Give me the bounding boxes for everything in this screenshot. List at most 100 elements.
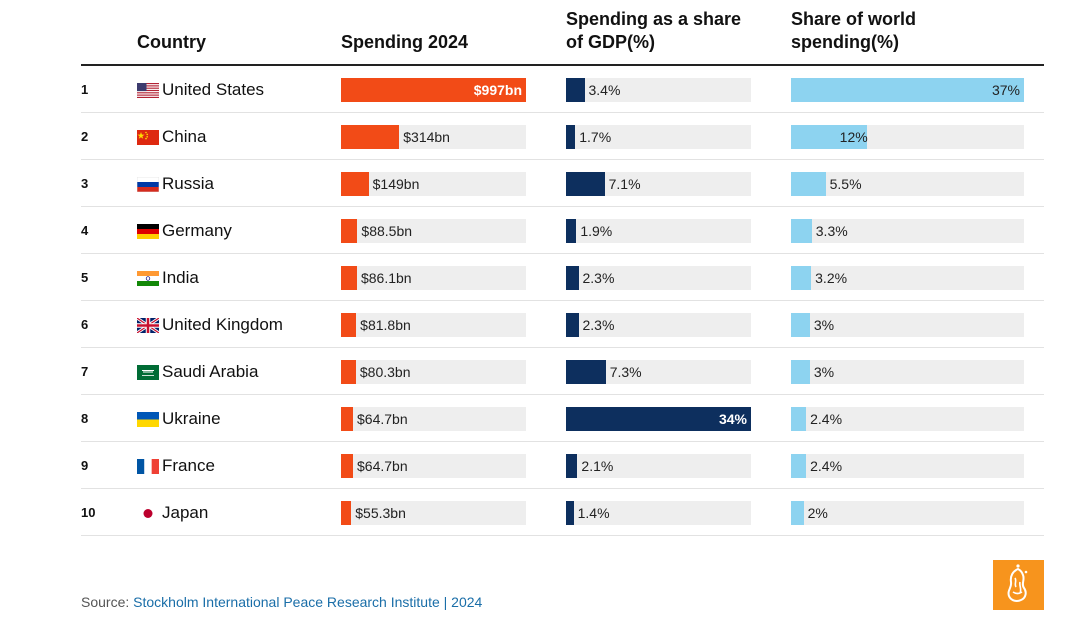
us-flag-icon	[137, 83, 159, 98]
row-divider	[81, 206, 1044, 207]
gdp-share-track: 7.3%	[566, 360, 751, 384]
spending-value-label: $86.1bn	[360, 270, 412, 286]
world-share-bar	[791, 454, 807, 478]
spending-track: $81.8bn	[341, 313, 526, 337]
row-divider	[81, 159, 1044, 160]
spending-value-label: $314bn	[403, 129, 450, 145]
header-world-line1: Share of world	[791, 9, 917, 29]
world-share-bar	[791, 266, 812, 290]
gdp-share-track: 3.4%	[566, 78, 751, 102]
world-share-value-label: 2.4%	[810, 411, 843, 427]
table-row: 9 France $64.7bn 2.1% 2.4%	[81, 442, 1044, 489]
gb-flag-icon	[136, 316, 160, 335]
spending-track: $86.1bn	[341, 266, 526, 290]
rank-label: 10	[81, 505, 96, 520]
fr-flag-icon	[137, 459, 159, 474]
world-share-track: 37%	[791, 78, 1024, 102]
spending-bar	[341, 313, 357, 337]
country-name: Ukraine	[162, 409, 221, 428]
header-gdp-line1: Spending as a share	[566, 9, 742, 29]
spending-bar	[341, 360, 356, 384]
world-share-bar	[791, 313, 810, 337]
gdp-share-bar	[566, 501, 574, 525]
gdp-share-track: 7.1%	[566, 172, 751, 196]
row-divider	[81, 441, 1044, 442]
row-divider	[81, 112, 1044, 113]
gdp-share-bar	[566, 360, 606, 384]
gdp-share-value-label: 2.3%	[582, 270, 615, 286]
world-share-value-label: 37%	[991, 82, 1020, 98]
rank-label: 2	[81, 129, 89, 144]
spending-value-label: $64.7bn	[357, 411, 408, 427]
de-flag-icon	[137, 224, 159, 239]
spending-bar	[341, 501, 352, 525]
world-share-bar	[791, 407, 807, 431]
spending-value-label: $64.7bn	[357, 458, 408, 474]
world-share-track: 2%	[791, 501, 1024, 525]
spending-track: $314bn	[341, 125, 526, 149]
rank-label: 4	[81, 223, 89, 238]
table-row: 3 Russia $149bn 7.1% 5.5%	[81, 160, 1044, 207]
world-share-value-label: 3%	[813, 364, 835, 380]
world-share-track: 3.3%	[791, 219, 1024, 243]
country-name: India	[162, 268, 199, 287]
country-name: Germany	[162, 221, 232, 240]
sa-flag-icon	[137, 365, 159, 380]
spending-track: $64.7bn	[341, 454, 526, 478]
world-share-bar	[791, 501, 804, 525]
table-row: 4 Germany $88.5bn 1.9% 3.3%	[81, 207, 1044, 254]
header-world: Share of world spending(%)	[791, 8, 916, 54]
world-share-track: 3%	[791, 360, 1024, 384]
spending-bar	[341, 125, 400, 149]
world-share-value-label: 2.4%	[810, 458, 843, 474]
gdp-share-track: 1.9%	[566, 219, 751, 243]
gdp-share-value-label: 1.9%	[580, 223, 613, 239]
table-row: 5 India $86.1bn 2.3% 3.2%	[81, 254, 1044, 301]
spending-bar	[341, 172, 369, 196]
gdp-share-bar	[566, 266, 579, 290]
world-share-value-label: 2%	[807, 505, 828, 521]
gdp-share-bar	[566, 78, 585, 102]
spending-track: $55.3bn	[341, 501, 526, 525]
spending-value-label: $55.3bn	[355, 505, 406, 521]
country-name: Saudi Arabia	[162, 362, 259, 381]
spending-bar	[341, 78, 526, 102]
jp-flag-icon	[137, 506, 159, 521]
gdp-share-value-label: 7.3%	[609, 364, 642, 380]
world-share-value-label: 5.5%	[829, 176, 862, 192]
world-share-track: 2.4%	[791, 454, 1024, 478]
world-share-value-label: 3.3%	[815, 223, 848, 239]
gdp-share-value-label: 3.4%	[588, 82, 621, 98]
spending-track: $64.7bn	[341, 407, 526, 431]
world-share-value-label: 12%	[839, 129, 868, 145]
in-flag-icon	[137, 271, 159, 286]
cn-flag-icon	[137, 130, 159, 145]
header-rule	[81, 64, 1044, 66]
country-name: Russia	[162, 174, 214, 193]
country-name: France	[162, 456, 215, 475]
gdp-share-bar	[566, 407, 751, 431]
world-share-value-label: 3%	[813, 317, 835, 333]
rank-label: 9	[81, 458, 89, 473]
gdp-share-bar	[566, 313, 579, 337]
row-divider	[81, 300, 1044, 301]
country-name: China	[162, 127, 207, 146]
gdp-share-track: 2.1%	[566, 454, 751, 478]
rank-label: 5	[81, 270, 89, 285]
source-org: Stockholm International Peace Research I…	[133, 594, 483, 610]
world-share-bar	[791, 78, 1024, 102]
table-row: 2 China $314bn 1.7% 12%	[81, 113, 1044, 160]
ua-flag-icon	[137, 412, 159, 427]
row-divider	[81, 488, 1044, 489]
world-share-track: 12%	[791, 125, 1024, 149]
source-prefix: Source:	[81, 594, 134, 610]
gdp-share-bar	[566, 219, 577, 243]
spending-value-label: $81.8bn	[360, 317, 411, 333]
row-divider	[81, 535, 1044, 536]
table-row: 6 United Kingdom $81.8bn 2.3% 3%	[81, 301, 1044, 348]
gdp-share-value-label: 2.3%	[582, 317, 615, 333]
table-row: 1 United States $997bn 3.4% 37%	[81, 66, 1044, 113]
gdp-share-value-label: 7.1%	[608, 176, 641, 192]
rank-label: 6	[81, 317, 89, 332]
spending-track: $149bn	[341, 172, 526, 196]
